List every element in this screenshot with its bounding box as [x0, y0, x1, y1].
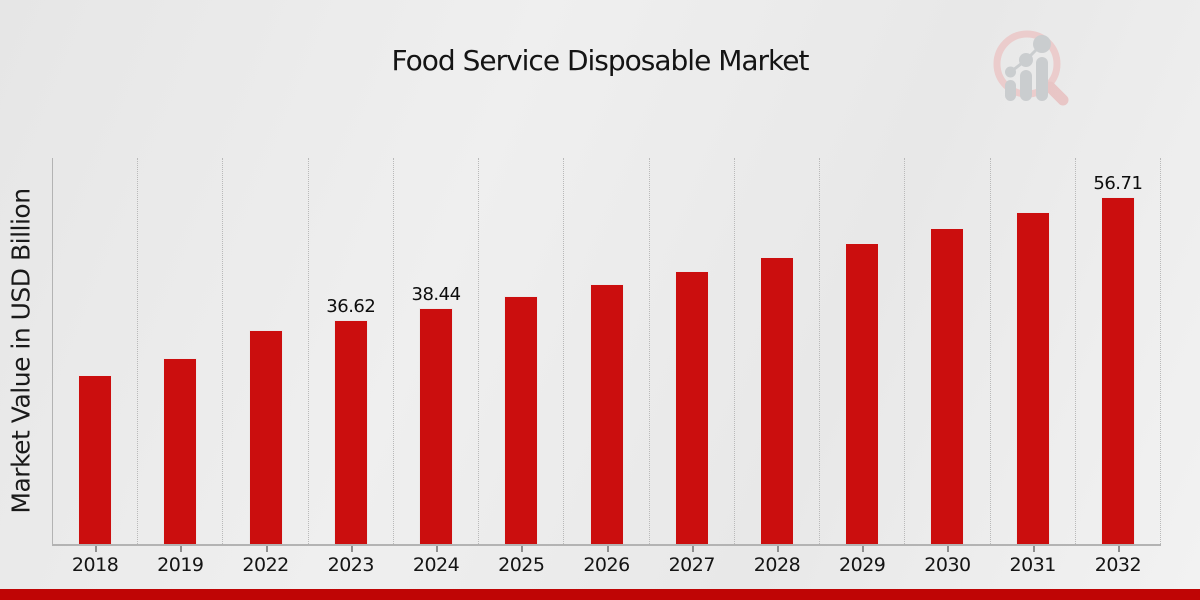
category-2028: 2028: [735, 158, 821, 576]
x-tick-label-2032: 2032: [1094, 554, 1142, 576]
x-axis-tick: [606, 546, 609, 552]
value-label-2032: 56.71: [1093, 173, 1143, 194]
x-tick-label-2025: 2025: [498, 554, 545, 576]
bar-2018: [78, 375, 113, 544]
x-axis-tick: [265, 546, 268, 552]
x-axis-tick: [1117, 546, 1120, 552]
x-axis-tick: [521, 546, 524, 552]
x-tick-label-2029: 2029: [839, 554, 886, 576]
category-2030: 2030: [905, 158, 991, 576]
x-axis-tick: [1032, 546, 1035, 552]
x-axis-tick: [180, 546, 183, 552]
market-research-logo-watermark-icon: [986, 24, 1078, 114]
x-axis-tick: [436, 546, 439, 552]
x-tick-label-2024: 2024: [412, 554, 460, 576]
plot-area: 2018 2019 2022 36.62 2023 38.44 2024 2025 2026 20…: [52, 158, 1162, 576]
x-tick-label-2023: 2023: [327, 554, 375, 576]
x-tick-label-2031: 2031: [1009, 554, 1057, 576]
y-axis-label: Market Value in USD Billion: [6, 188, 36, 514]
value-label-2024: 38.44: [411, 284, 462, 305]
x-tick-label-2019: 2019: [157, 554, 204, 576]
footer-accent-bar: [0, 589, 1200, 600]
category-2029: 2029: [820, 158, 906, 576]
bar-2032: [1100, 197, 1135, 544]
x-tick-label-2022: 2022: [242, 554, 289, 576]
category-2032: 56.71 2032: [1076, 158, 1162, 576]
category-2018: 2018: [53, 158, 139, 576]
category-2031: 2031: [991, 158, 1076, 576]
x-axis-tick: [95, 546, 98, 552]
bar-2023: [333, 320, 368, 544]
category-2026: 2026: [564, 158, 650, 576]
category-2027: 2027: [650, 158, 735, 576]
category-2025: 2025: [479, 158, 565, 576]
category-2022: 2022: [223, 158, 309, 576]
x-tick-label-2030: 2030: [924, 554, 971, 576]
x-axis-tick: [947, 546, 950, 552]
bar-2025: [504, 296, 539, 544]
bar-2031: [1015, 212, 1050, 544]
category-2023: 36.62 2023: [309, 158, 394, 576]
x-tick-label-2026: 2026: [583, 554, 630, 576]
bar-2029: [845, 243, 880, 544]
bar-2028: [759, 257, 794, 544]
x-tick-label-2018: 2018: [71, 554, 119, 576]
bar-2022: [248, 330, 283, 544]
x-axis-tick: [862, 546, 865, 552]
x-tick-label-2028: 2028: [753, 554, 801, 576]
category-2024: 38.44 2024: [394, 158, 480, 576]
bar-2030: [930, 228, 965, 544]
x-axis-tick: [776, 546, 779, 552]
bar-2024: [419, 308, 454, 544]
category-2019: 2019: [138, 158, 224, 576]
bar-2027: [674, 271, 709, 544]
bar-2026: [589, 284, 624, 544]
chart-title: Food Service Disposable Market: [391, 44, 810, 77]
x-axis-tick: [350, 546, 353, 552]
x-tick-label-2027: 2027: [668, 554, 716, 576]
bar-2019: [163, 358, 198, 544]
x-axis-tick: [691, 546, 694, 552]
value-label-2023: 36.62: [326, 296, 376, 317]
